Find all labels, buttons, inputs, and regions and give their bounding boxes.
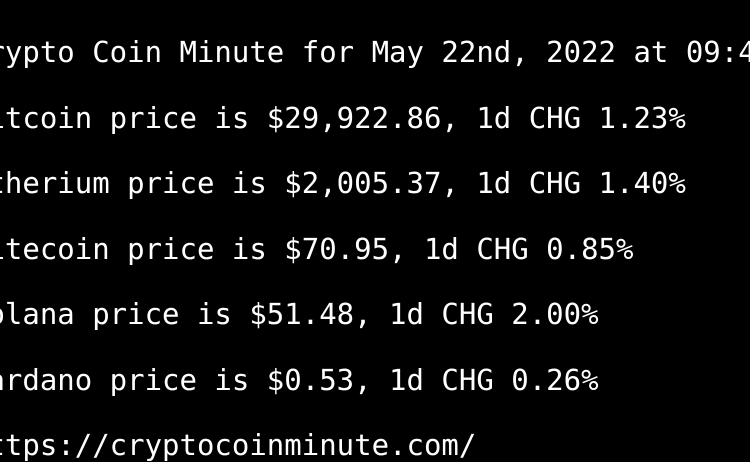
site-url-link[interactable]: https://cryptocoinminute.com/: [0, 428, 477, 462]
quote-line-bitcoin: Bitcoin price is $29,922.86, 1d CHG 1.23…: [0, 100, 686, 135]
report-header-line: Crypto Coin Minute for May 22nd, 2022 at…: [0, 35, 750, 69]
quote-line-etherium: Etherium price is $2,005.37, 1d CHG 1.40…: [0, 166, 686, 200]
quote-line-litecoin: Litecoin price is $70.95, 1d CHG 0.85%: [0, 231, 634, 266]
quote-line-solana: Solana price is $51.48, 1d CHG 2.00%: [0, 297, 599, 331]
quote-line-cardano: Cardano price is $0.53, 1d CHG 0.26%: [0, 362, 599, 397]
